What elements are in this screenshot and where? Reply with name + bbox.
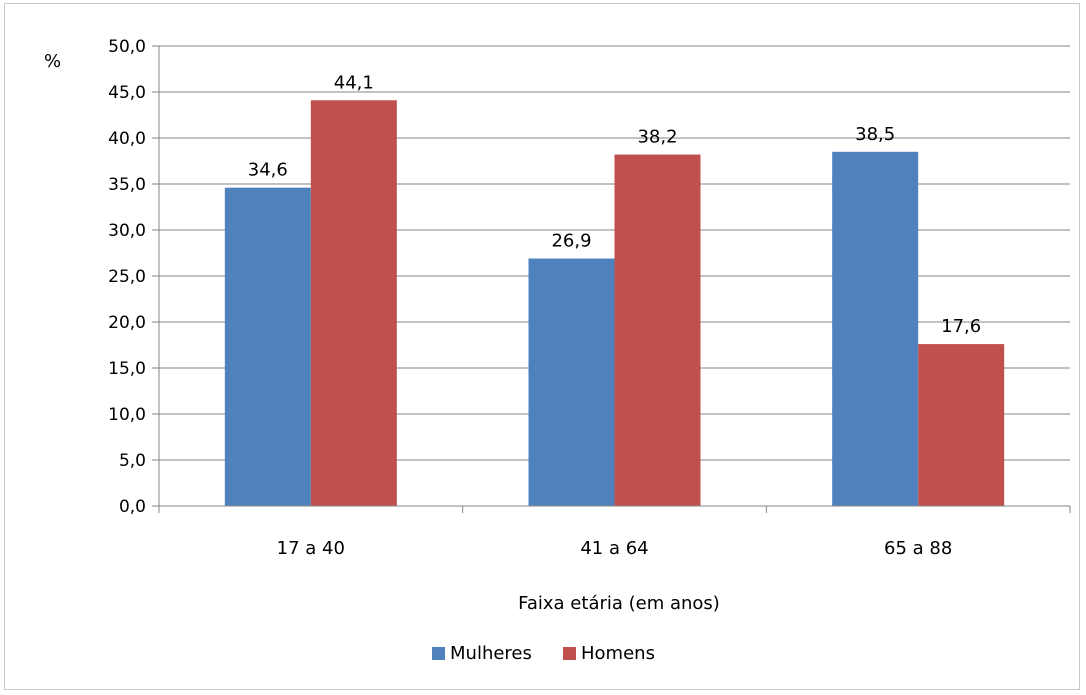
x-tick-label: 65 a 88 bbox=[884, 538, 952, 559]
y-tick-label: 40,0 bbox=[108, 129, 146, 149]
legend[interactable]: Mulheres Homens bbox=[432, 643, 655, 664]
bar-chart: 0,0 5,0 10,0 15,0 20,0 25,0 30,0 35,0 40,0 45,0 50… bbox=[44, 37, 1071, 664]
x-tick-label: 41 a 64 bbox=[580, 538, 648, 559]
legend-label: Mulheres bbox=[450, 643, 532, 664]
y-tick-label: 30,0 bbox=[108, 221, 146, 241]
legend-swatch bbox=[563, 647, 576, 660]
bar-homens[interactable] bbox=[918, 344, 1005, 506]
bar-mulheres[interactable] bbox=[224, 187, 311, 506]
legend-label: Homens bbox=[581, 643, 655, 664]
legend-item-mulheres[interactable]: Mulheres bbox=[432, 643, 532, 664]
y-tick-label: 15,0 bbox=[108, 359, 146, 379]
x-axis-title: Faixa etária (em anos) bbox=[518, 593, 720, 614]
data-label: 44,1 bbox=[334, 72, 374, 93]
axes: 0,0 5,0 10,0 15,0 20,0 25,0 30,0 35,0 40,0 45,0 50… bbox=[108, 37, 1071, 559]
bar-mulheres[interactable] bbox=[832, 151, 919, 507]
data-label: 38,2 bbox=[637, 127, 677, 148]
bars bbox=[224, 100, 1005, 507]
bar-homens[interactable] bbox=[614, 154, 701, 506]
chart-frame: 0,0 5,0 10,0 15,0 20,0 25,0 30,0 35,0 40,0 45,0 50… bbox=[4, 3, 1080, 690]
data-label: 38,5 bbox=[855, 124, 895, 145]
data-label: 26,9 bbox=[551, 231, 591, 252]
y-tick-label: 45,0 bbox=[108, 83, 146, 103]
y-tick-label: 10,0 bbox=[108, 405, 146, 425]
y-tick-label: 5,0 bbox=[119, 451, 146, 471]
y-tick-label: 0,0 bbox=[119, 497, 146, 517]
legend-swatch bbox=[432, 647, 445, 660]
y-tick-label: 50,0 bbox=[108, 37, 146, 57]
data-label: 17,6 bbox=[941, 316, 981, 337]
bar-mulheres[interactable] bbox=[528, 258, 615, 506]
y-tick-label: 35,0 bbox=[108, 175, 146, 195]
legend-item-homens[interactable]: Homens bbox=[563, 643, 655, 664]
x-tick-label: 17 a 40 bbox=[277, 538, 345, 559]
bar-homens[interactable] bbox=[310, 100, 397, 506]
data-labels: 34,6 44,1 26,9 38,2 38,5 17,6 bbox=[248, 72, 981, 337]
y-tick-label: 25,0 bbox=[108, 267, 146, 287]
y-tick-label: 20,0 bbox=[108, 313, 146, 333]
data-label: 34,6 bbox=[248, 160, 288, 181]
y-axis-title: % bbox=[44, 51, 61, 72]
